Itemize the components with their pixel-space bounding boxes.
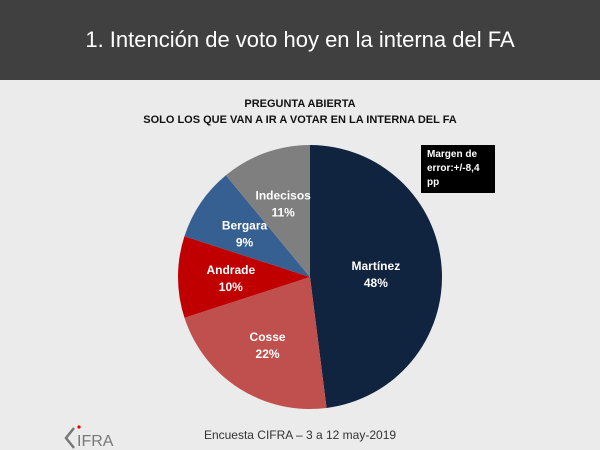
- slice-category-label: Andrade: [206, 263, 255, 277]
- cifra-logo: IFRA: [64, 425, 114, 450]
- slice-value-label: 11%: [271, 205, 295, 219]
- chart-title-line2: SOLO LOS QUE VAN A IR A VOTAR EN LA INTE…: [143, 114, 457, 126]
- pie-slice-cosse: [184, 277, 327, 409]
- slice-category-label: Indecisos: [255, 188, 311, 202]
- pie-slice-indecisos: [225, 145, 310, 277]
- footer-source: Encuesta CIFRA – 3 a 12 may-2019: [203, 428, 397, 442]
- slice-value-label: 22%: [256, 347, 280, 361]
- slice-value-label: 9%: [236, 235, 254, 249]
- chart-title-line1: PREGUNTA ABIERTA: [244, 98, 356, 110]
- margin-line2: error:+/-8,4 pp: [427, 163, 480, 188]
- slice-value-label: 48%: [364, 276, 388, 290]
- slide-title: 1. Intención de voto hoy en la interna d…: [0, 0, 600, 80]
- margin-line1: Margen de: [427, 149, 478, 160]
- pie-slice-martinez: [310, 145, 443, 408]
- margin-of-error-box: Margen de error:+/-8,4 pp: [421, 145, 495, 193]
- slice-category-label: Martínez: [352, 259, 401, 273]
- pie-slice-andrade: [178, 236, 310, 318]
- slice-value-label: 10%: [219, 280, 243, 294]
- pie-slice-bergara: [184, 175, 310, 277]
- svg-text:IFRA: IFRA: [77, 433, 114, 450]
- slice-category-label: Cosse: [250, 330, 286, 344]
- chart-title: PREGUNTA ABIERTA SOLO LOS QUE VAN A IR A…: [0, 96, 600, 128]
- slice-category-label: Bergara: [222, 218, 268, 232]
